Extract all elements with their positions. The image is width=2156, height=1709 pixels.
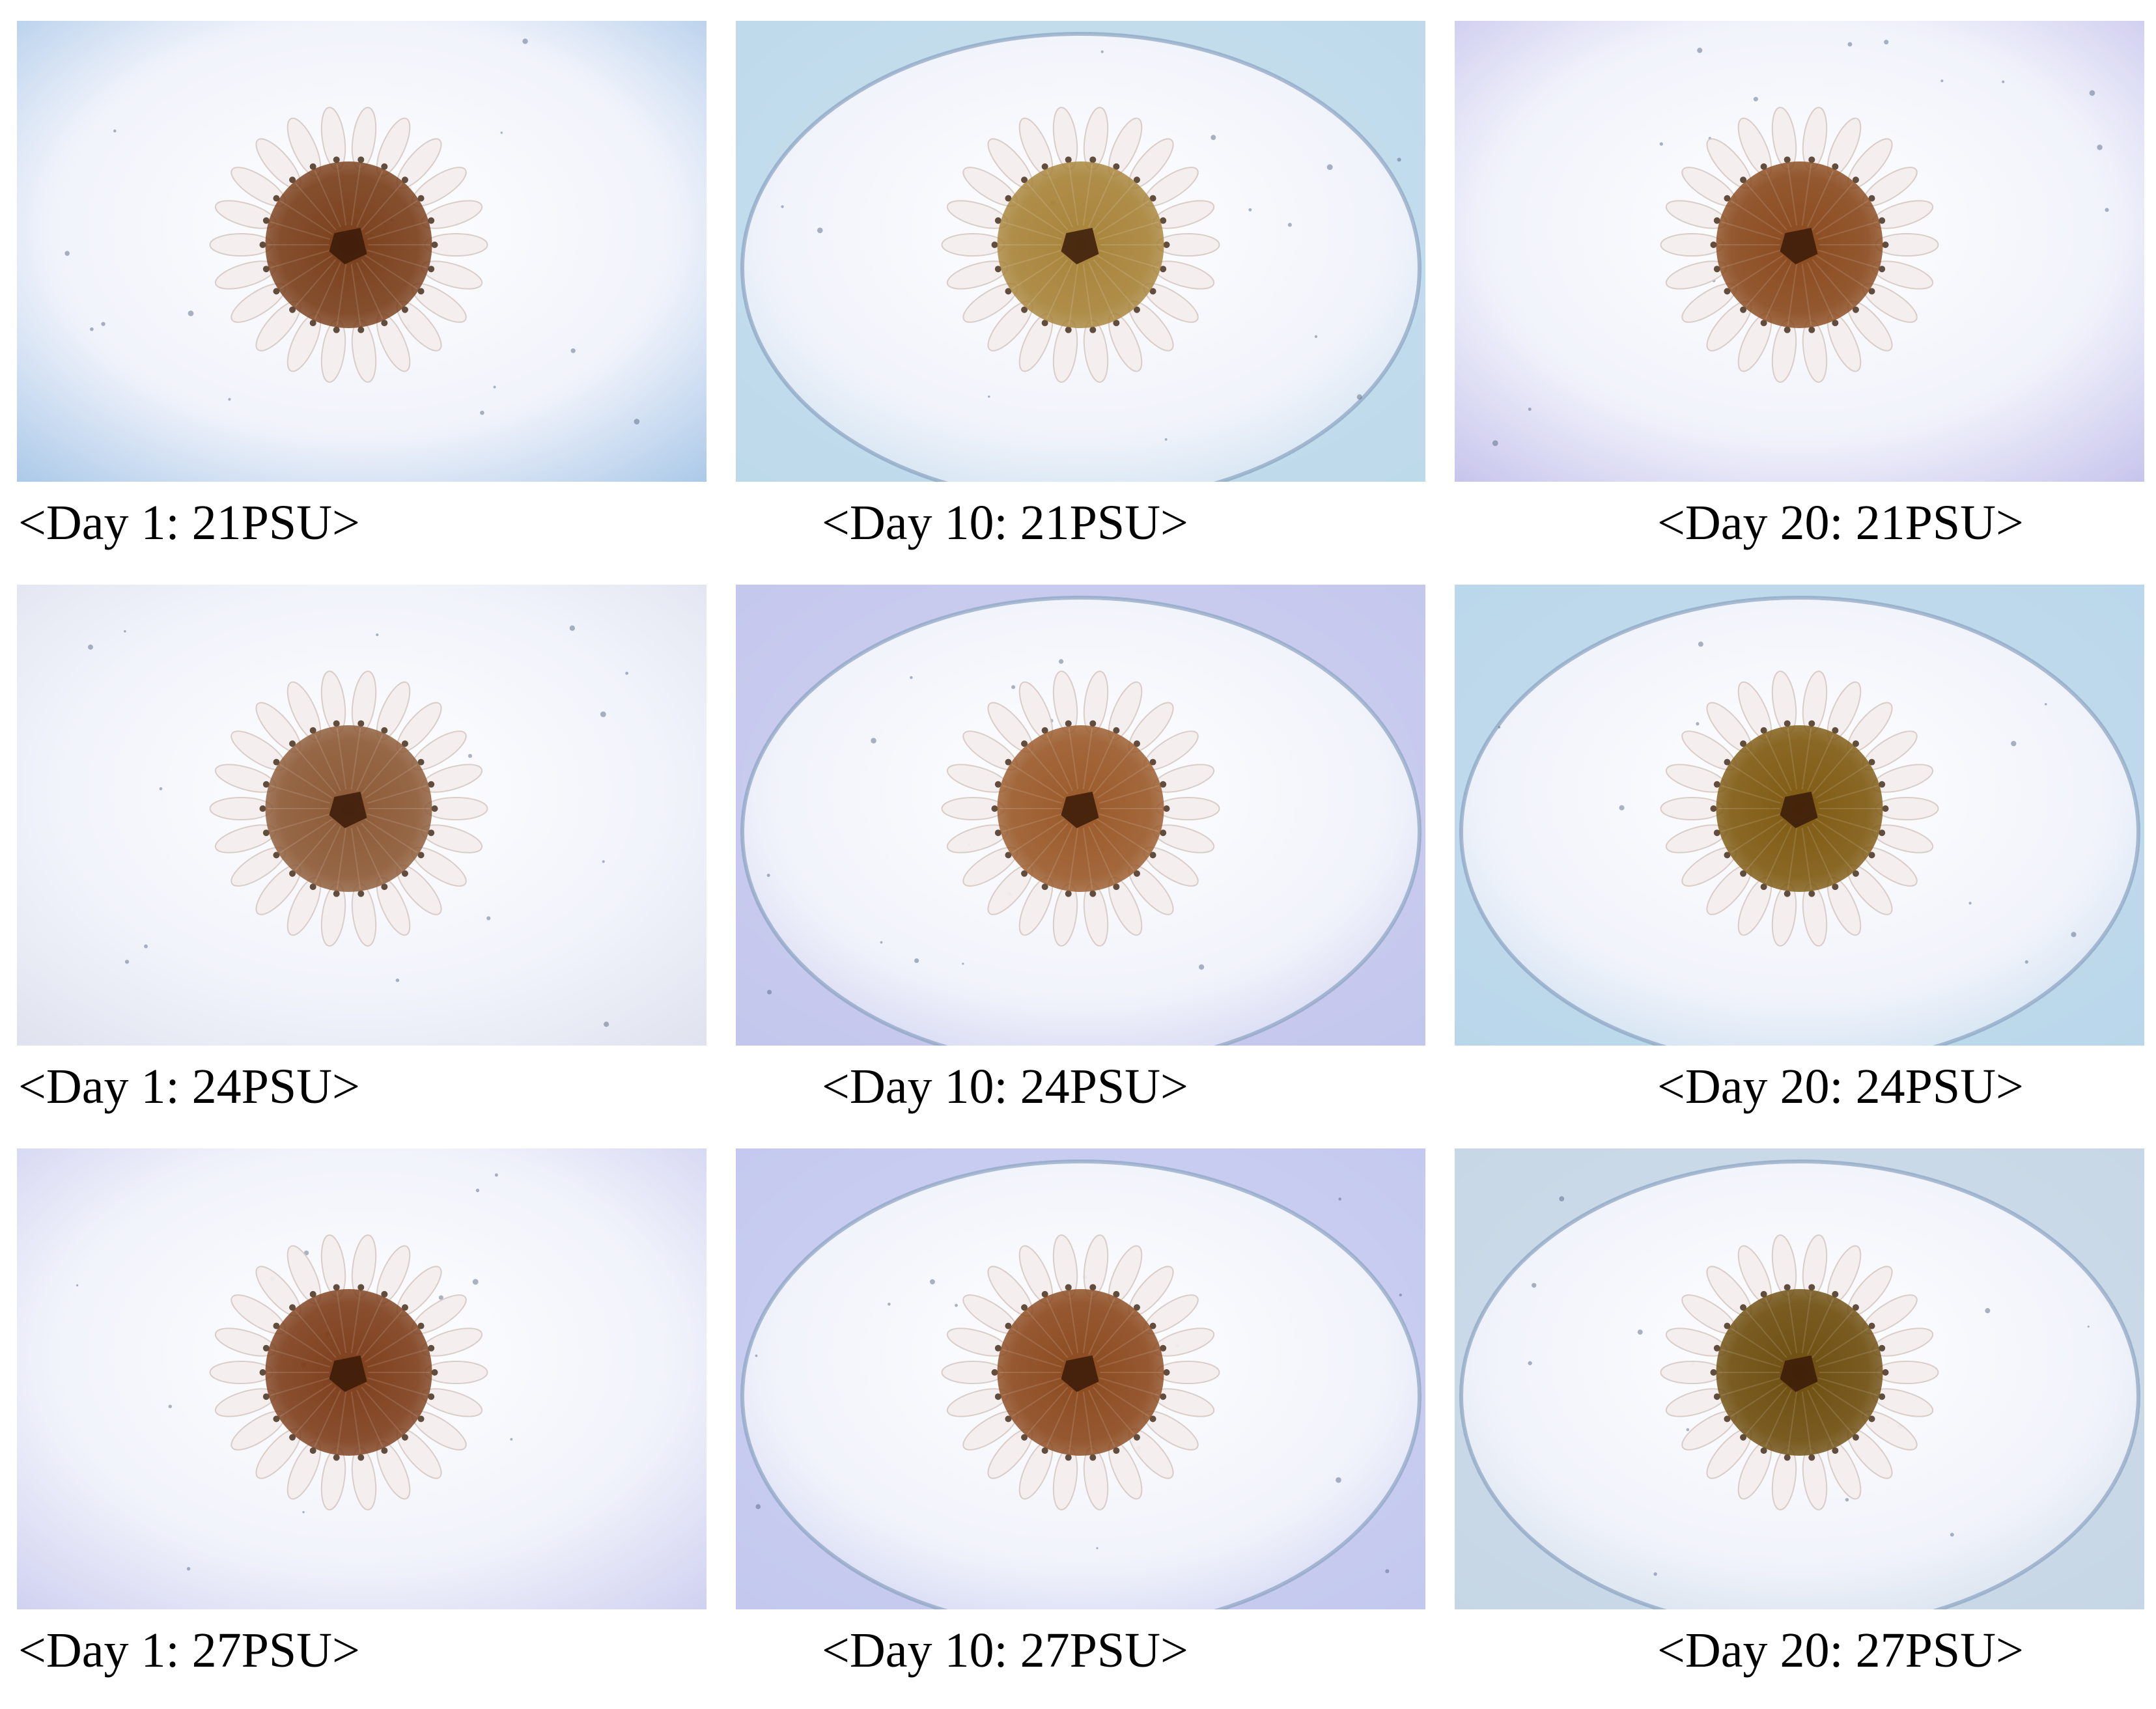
panel-caption: <Day 1: 27PSU> [18,1623,360,1678]
manubrium [1780,792,1818,828]
micrograph-panel [736,21,1425,482]
micrograph-panel [736,585,1425,1046]
micrograph-panel [1455,21,2144,482]
panel-caption: <Day 10: 21PSU> [822,495,1188,550]
ephyra-micrograph [1455,585,2144,1046]
ephyra [941,1234,1220,1510]
micrograph-panel [736,1148,1425,1609]
ephyra [209,1234,488,1510]
ephyra [1660,671,1939,947]
ephyra-micrograph [736,585,1425,1046]
micrograph-panel [17,21,707,482]
well-edge [1455,1148,2144,1609]
ephyra [1660,1234,1939,1510]
ephyra-micrograph [17,585,707,1046]
micrograph-panel [1455,1148,2144,1609]
panel-caption: <Day 1: 24PSU> [18,1059,360,1114]
manubrium [1061,792,1099,828]
panel-caption: <Day 20: 27PSU> [1657,1623,2024,1678]
manubrium [329,792,367,828]
well-edge [736,585,1425,1046]
well-edge [736,1148,1425,1609]
manubrium [1780,1355,1818,1392]
ephyra [941,107,1220,383]
micrograph-panel [17,1148,707,1609]
panel-caption: <Day 10: 27PSU> [822,1623,1188,1678]
ephyra [209,671,488,947]
ephyra [1660,107,1939,383]
ephyra-micrograph [1455,21,2144,482]
ephyra-micrograph [736,21,1425,482]
panel-caption: <Day 20: 24PSU> [1657,1059,2024,1114]
micrograph-panel [17,585,707,1046]
ephyra-micrograph [1455,1148,2144,1609]
ephyra [941,671,1220,947]
ephyra-micrograph [17,21,707,482]
ephyra [209,107,488,383]
panel-caption: <Day 10: 24PSU> [822,1059,1188,1114]
manubrium [329,1355,367,1392]
ephyra-micrograph [736,1148,1425,1609]
well-edge [736,21,1425,482]
panel-caption: <Day 1: 21PSU> [18,495,360,550]
micrograph-panel [1455,585,2144,1046]
manubrium [1061,228,1099,264]
well-edge [1455,585,2144,1046]
manubrium [1061,1355,1099,1392]
manubrium [329,228,367,264]
panel-caption: <Day 20: 21PSU> [1657,495,2024,550]
ephyra-micrograph [17,1148,707,1609]
manubrium [1780,228,1818,264]
